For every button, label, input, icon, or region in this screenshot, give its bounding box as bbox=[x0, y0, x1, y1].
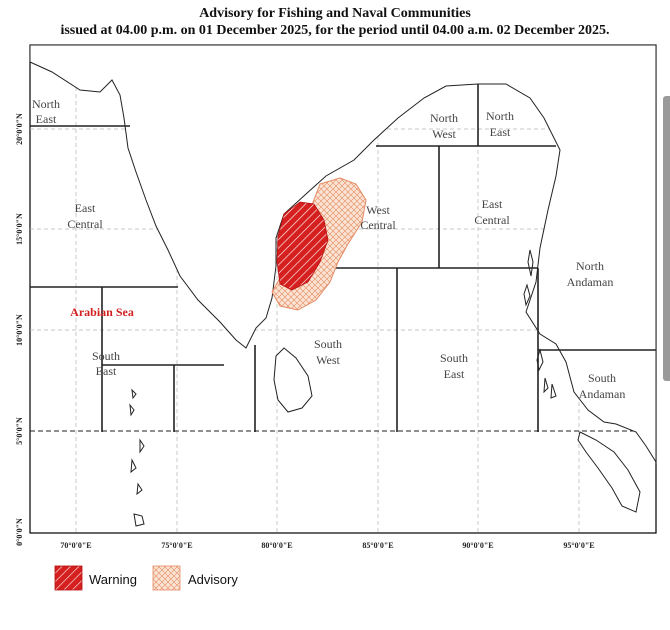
scrollbar-handle[interactable] bbox=[663, 96, 670, 381]
lat-tick-10: 10°0'0"N bbox=[15, 314, 24, 346]
warning-area bbox=[276, 201, 329, 291]
legend-advisory-label: Advisory bbox=[188, 572, 238, 587]
lat-tick-20: 20°0'0"N bbox=[15, 113, 24, 145]
sri-lanka bbox=[273, 347, 313, 413]
arabian-north-east-line2: East bbox=[36, 112, 57, 126]
bay-north-west-line1: North bbox=[430, 111, 458, 125]
legend-advisory-swatch bbox=[152, 565, 181, 591]
coastline bbox=[29, 44, 657, 527]
latitude-axis: 0°0'0"N 5°0'0"N 10°0'0"N 15°0'0"N 20°0'0… bbox=[15, 113, 24, 546]
arabian-east-central-line2: Central bbox=[67, 217, 103, 231]
map-title: Advisory for Fishing and Naval Communiti… bbox=[199, 6, 471, 21]
bay-west-central-line2: Central bbox=[360, 218, 396, 232]
lon-tick-70: 70°0'0"E bbox=[60, 541, 91, 550]
lat-tick-5: 5°0'0"N bbox=[15, 417, 24, 445]
bay-west-central-line1: West bbox=[366, 203, 390, 217]
bay-south-east-line1: South bbox=[440, 351, 468, 365]
lon-tick-90: 90°0'0"E bbox=[462, 541, 493, 550]
north-andaman-line1: North bbox=[576, 259, 604, 273]
bay-north-east-line1: North bbox=[486, 109, 514, 123]
arabian-east-central-line1: East bbox=[75, 201, 96, 215]
bay-north-east-line2: East bbox=[490, 125, 511, 139]
bay-east-central-line1: East bbox=[482, 197, 503, 211]
lat-tick-0: 0°0'0"N bbox=[15, 518, 24, 546]
lat-tick-15: 15°0'0"N bbox=[15, 213, 24, 245]
bay-south-west-line2: West bbox=[316, 353, 340, 367]
bay-east-central-line2: Central bbox=[474, 213, 510, 227]
lon-tick-85: 85°0'0"E bbox=[362, 541, 393, 550]
south-andaman-line1: South bbox=[588, 371, 616, 385]
region-labels: North East East Central Arabian Sea Sout… bbox=[32, 97, 625, 401]
bay-south-east-line2: East bbox=[444, 367, 465, 381]
arabian-south-east-line1: South bbox=[92, 349, 120, 363]
legend-warning-label: Warning bbox=[89, 572, 137, 587]
lon-tick-95: 95°0'0"E bbox=[563, 541, 594, 550]
map-subtitle: issued at 04.00 p.m. on 01 December 2025… bbox=[60, 23, 610, 38]
lon-tick-80: 80°0'0"E bbox=[261, 541, 292, 550]
legend: Warning Advisory bbox=[54, 565, 238, 591]
south-andaman-line2: Andaman bbox=[579, 387, 626, 401]
north-andaman-line2: Andaman bbox=[567, 275, 614, 289]
bay-north-west-line2: West bbox=[432, 127, 456, 141]
legend-warning-swatch bbox=[54, 565, 83, 591]
arabian-north-east-line1: North bbox=[32, 97, 60, 111]
arabian-sea-label: Arabian Sea bbox=[70, 305, 134, 319]
longitude-axis: 70°0'0"E 75°0'0"E 80°0'0"E 85°0'0"E 90°0… bbox=[60, 541, 594, 550]
lon-tick-75: 75°0'0"E bbox=[161, 541, 192, 550]
bay-south-west-line1: South bbox=[314, 337, 342, 351]
arabian-south-east-line2: East bbox=[96, 364, 117, 378]
